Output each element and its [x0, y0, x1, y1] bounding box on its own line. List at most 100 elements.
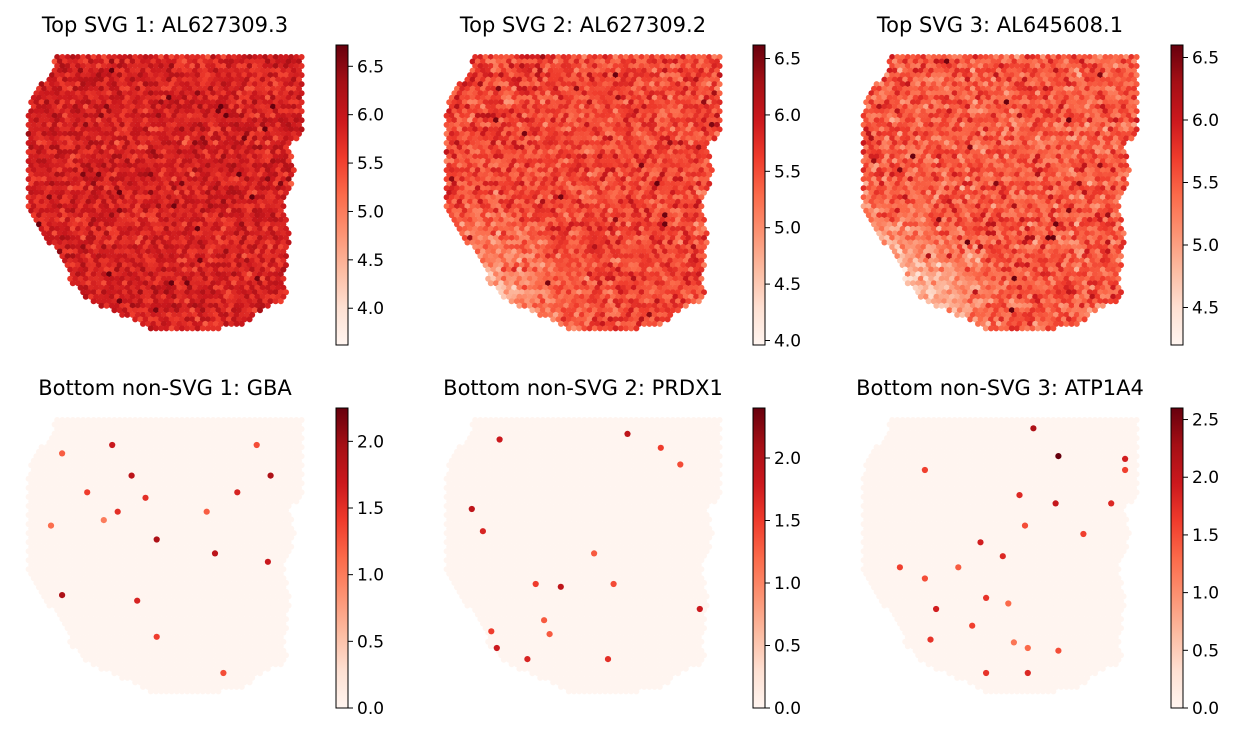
spot	[202, 103, 209, 110]
spot	[277, 90, 284, 97]
spot	[116, 90, 123, 97]
spot	[215, 63, 222, 69]
spot	[140, 67, 146, 74]
spot	[155, 94, 162, 101]
spot	[272, 90, 279, 97]
spot	[153, 90, 159, 97]
spot	[288, 99, 295, 106]
spot	[249, 67, 256, 74]
spot	[155, 85, 162, 92]
spot	[49, 108, 55, 115]
spot	[95, 108, 102, 115]
spot	[236, 72, 243, 79]
spot	[277, 63, 284, 69]
spot	[158, 325, 165, 332]
panel-title: Top SVG 1: AL627309.3	[41, 13, 288, 37]
spot	[181, 94, 188, 101]
spot	[38, 90, 45, 97]
spot	[236, 99, 243, 106]
spot	[85, 63, 92, 69]
spot	[166, 103, 172, 110]
spot	[264, 76, 271, 83]
spot	[246, 316, 253, 323]
spot	[101, 99, 107, 106]
spot	[231, 99, 237, 106]
spot	[288, 81, 295, 88]
spot	[189, 99, 196, 106]
spot	[168, 63, 175, 69]
spot	[72, 103, 79, 110]
spot	[101, 108, 107, 115]
spot	[251, 63, 258, 69]
spot	[296, 76, 302, 83]
spot	[186, 67, 193, 74]
spot	[64, 81, 71, 88]
spot	[231, 63, 237, 69]
colorbar-tick-label: 4.0	[357, 299, 384, 319]
spot	[181, 76, 188, 83]
spot	[238, 85, 245, 92]
spot	[119, 311, 126, 318]
spot	[275, 76, 282, 83]
spot	[192, 76, 198, 83]
spot	[155, 103, 162, 110]
spot	[69, 280, 76, 287]
spot	[106, 81, 113, 88]
spot	[218, 76, 224, 83]
spot	[62, 76, 68, 83]
spot	[51, 94, 58, 101]
spot	[142, 81, 149, 88]
spot	[168, 90, 175, 97]
spot	[119, 67, 126, 74]
spot	[212, 58, 219, 65]
spot	[192, 94, 198, 101]
spot	[194, 81, 201, 88]
spot	[85, 81, 92, 88]
spot	[272, 72, 279, 79]
spot	[293, 135, 300, 142]
spot	[69, 108, 76, 115]
spot	[272, 298, 279, 305]
spot	[64, 72, 71, 79]
spot	[264, 67, 271, 74]
spot	[95, 90, 102, 97]
spot	[93, 76, 100, 83]
spot	[62, 94, 68, 101]
spot	[59, 90, 66, 97]
spot	[129, 58, 136, 65]
spot	[62, 58, 68, 65]
spot	[220, 90, 227, 97]
spot	[223, 320, 230, 327]
spot	[166, 67, 172, 74]
spot	[298, 81, 305, 88]
spot	[238, 67, 245, 74]
spot	[36, 103, 42, 110]
spot	[95, 99, 102, 106]
spot	[189, 90, 196, 97]
spot	[59, 72, 66, 79]
spot	[56, 76, 63, 83]
spot	[205, 99, 211, 106]
spot	[246, 63, 253, 69]
spot	[98, 94, 105, 101]
spot	[254, 67, 261, 74]
spot	[241, 54, 248, 60]
spot	[241, 72, 248, 79]
spot	[176, 67, 183, 74]
spot	[241, 90, 248, 97]
spot	[132, 63, 139, 69]
spot	[207, 76, 214, 83]
spot	[51, 67, 58, 74]
spot	[114, 94, 120, 101]
spot	[272, 99, 279, 106]
spot	[184, 72, 191, 79]
spot	[264, 94, 271, 101]
spot	[140, 94, 146, 101]
spot	[189, 63, 196, 69]
spot	[46, 103, 53, 110]
spot	[80, 54, 87, 60]
spot	[41, 94, 48, 101]
spot	[257, 90, 263, 97]
spot	[85, 90, 92, 97]
spot	[218, 85, 224, 92]
